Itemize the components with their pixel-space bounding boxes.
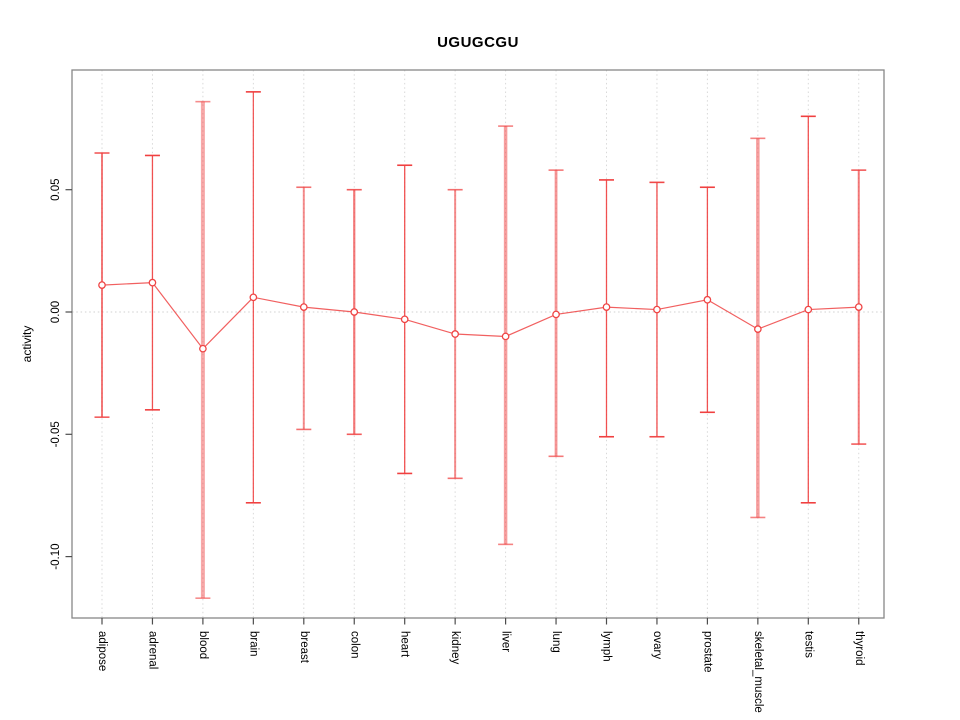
y-axis-label: activity <box>20 326 34 363</box>
x-tick-label: prostate <box>701 631 713 673</box>
y-tick-label: 0.05 <box>50 179 62 201</box>
y-tick-label: -0.05 <box>50 421 62 447</box>
x-tick-label: adipose <box>96 631 108 671</box>
data-point-marker <box>98 281 106 289</box>
data-point-marker <box>400 315 409 324</box>
center-connecting-line <box>101 282 859 350</box>
x-tick-label: lymph <box>601 631 613 662</box>
data-point-marker <box>350 308 359 316</box>
data-point-marker <box>703 295 712 304</box>
y-tick-label: 0.00 <box>50 301 62 323</box>
x-tick-label: adrenal <box>146 631 158 669</box>
x-tick-label: skeletal_muscle <box>752 631 764 713</box>
data-point-marker <box>249 293 258 302</box>
x-tick-label: blood <box>197 631 209 659</box>
data-point-marker <box>602 303 611 311</box>
x-tick-label: heart <box>399 631 411 658</box>
data-point-marker <box>854 303 863 311</box>
data-point-marker <box>501 332 510 341</box>
chart-title: UGUGCGU <box>437 34 519 51</box>
x-tick-label: kidney <box>449 631 461 664</box>
plot-panel-border <box>71 69 885 619</box>
data-point-marker <box>653 305 661 314</box>
x-tick-label: colon <box>348 631 360 659</box>
data-point-marker <box>451 330 459 338</box>
x-tick-label: thyroid <box>853 631 865 666</box>
data-point-marker <box>299 303 308 311</box>
x-tick-label: liver <box>500 631 512 652</box>
data-point-marker <box>753 325 762 333</box>
x-tick-label: breast <box>298 631 310 664</box>
data-point-marker <box>552 310 560 319</box>
x-tick-label: lung <box>550 631 562 653</box>
y-tick-label: -0.10 <box>50 543 62 569</box>
data-point-marker <box>148 278 157 287</box>
x-tick-label: brain <box>247 631 259 657</box>
data-point-marker <box>199 344 207 353</box>
data-point-marker <box>804 305 813 314</box>
x-tick-label: testis <box>802 631 814 658</box>
x-tick-label: ovary <box>651 631 663 659</box>
